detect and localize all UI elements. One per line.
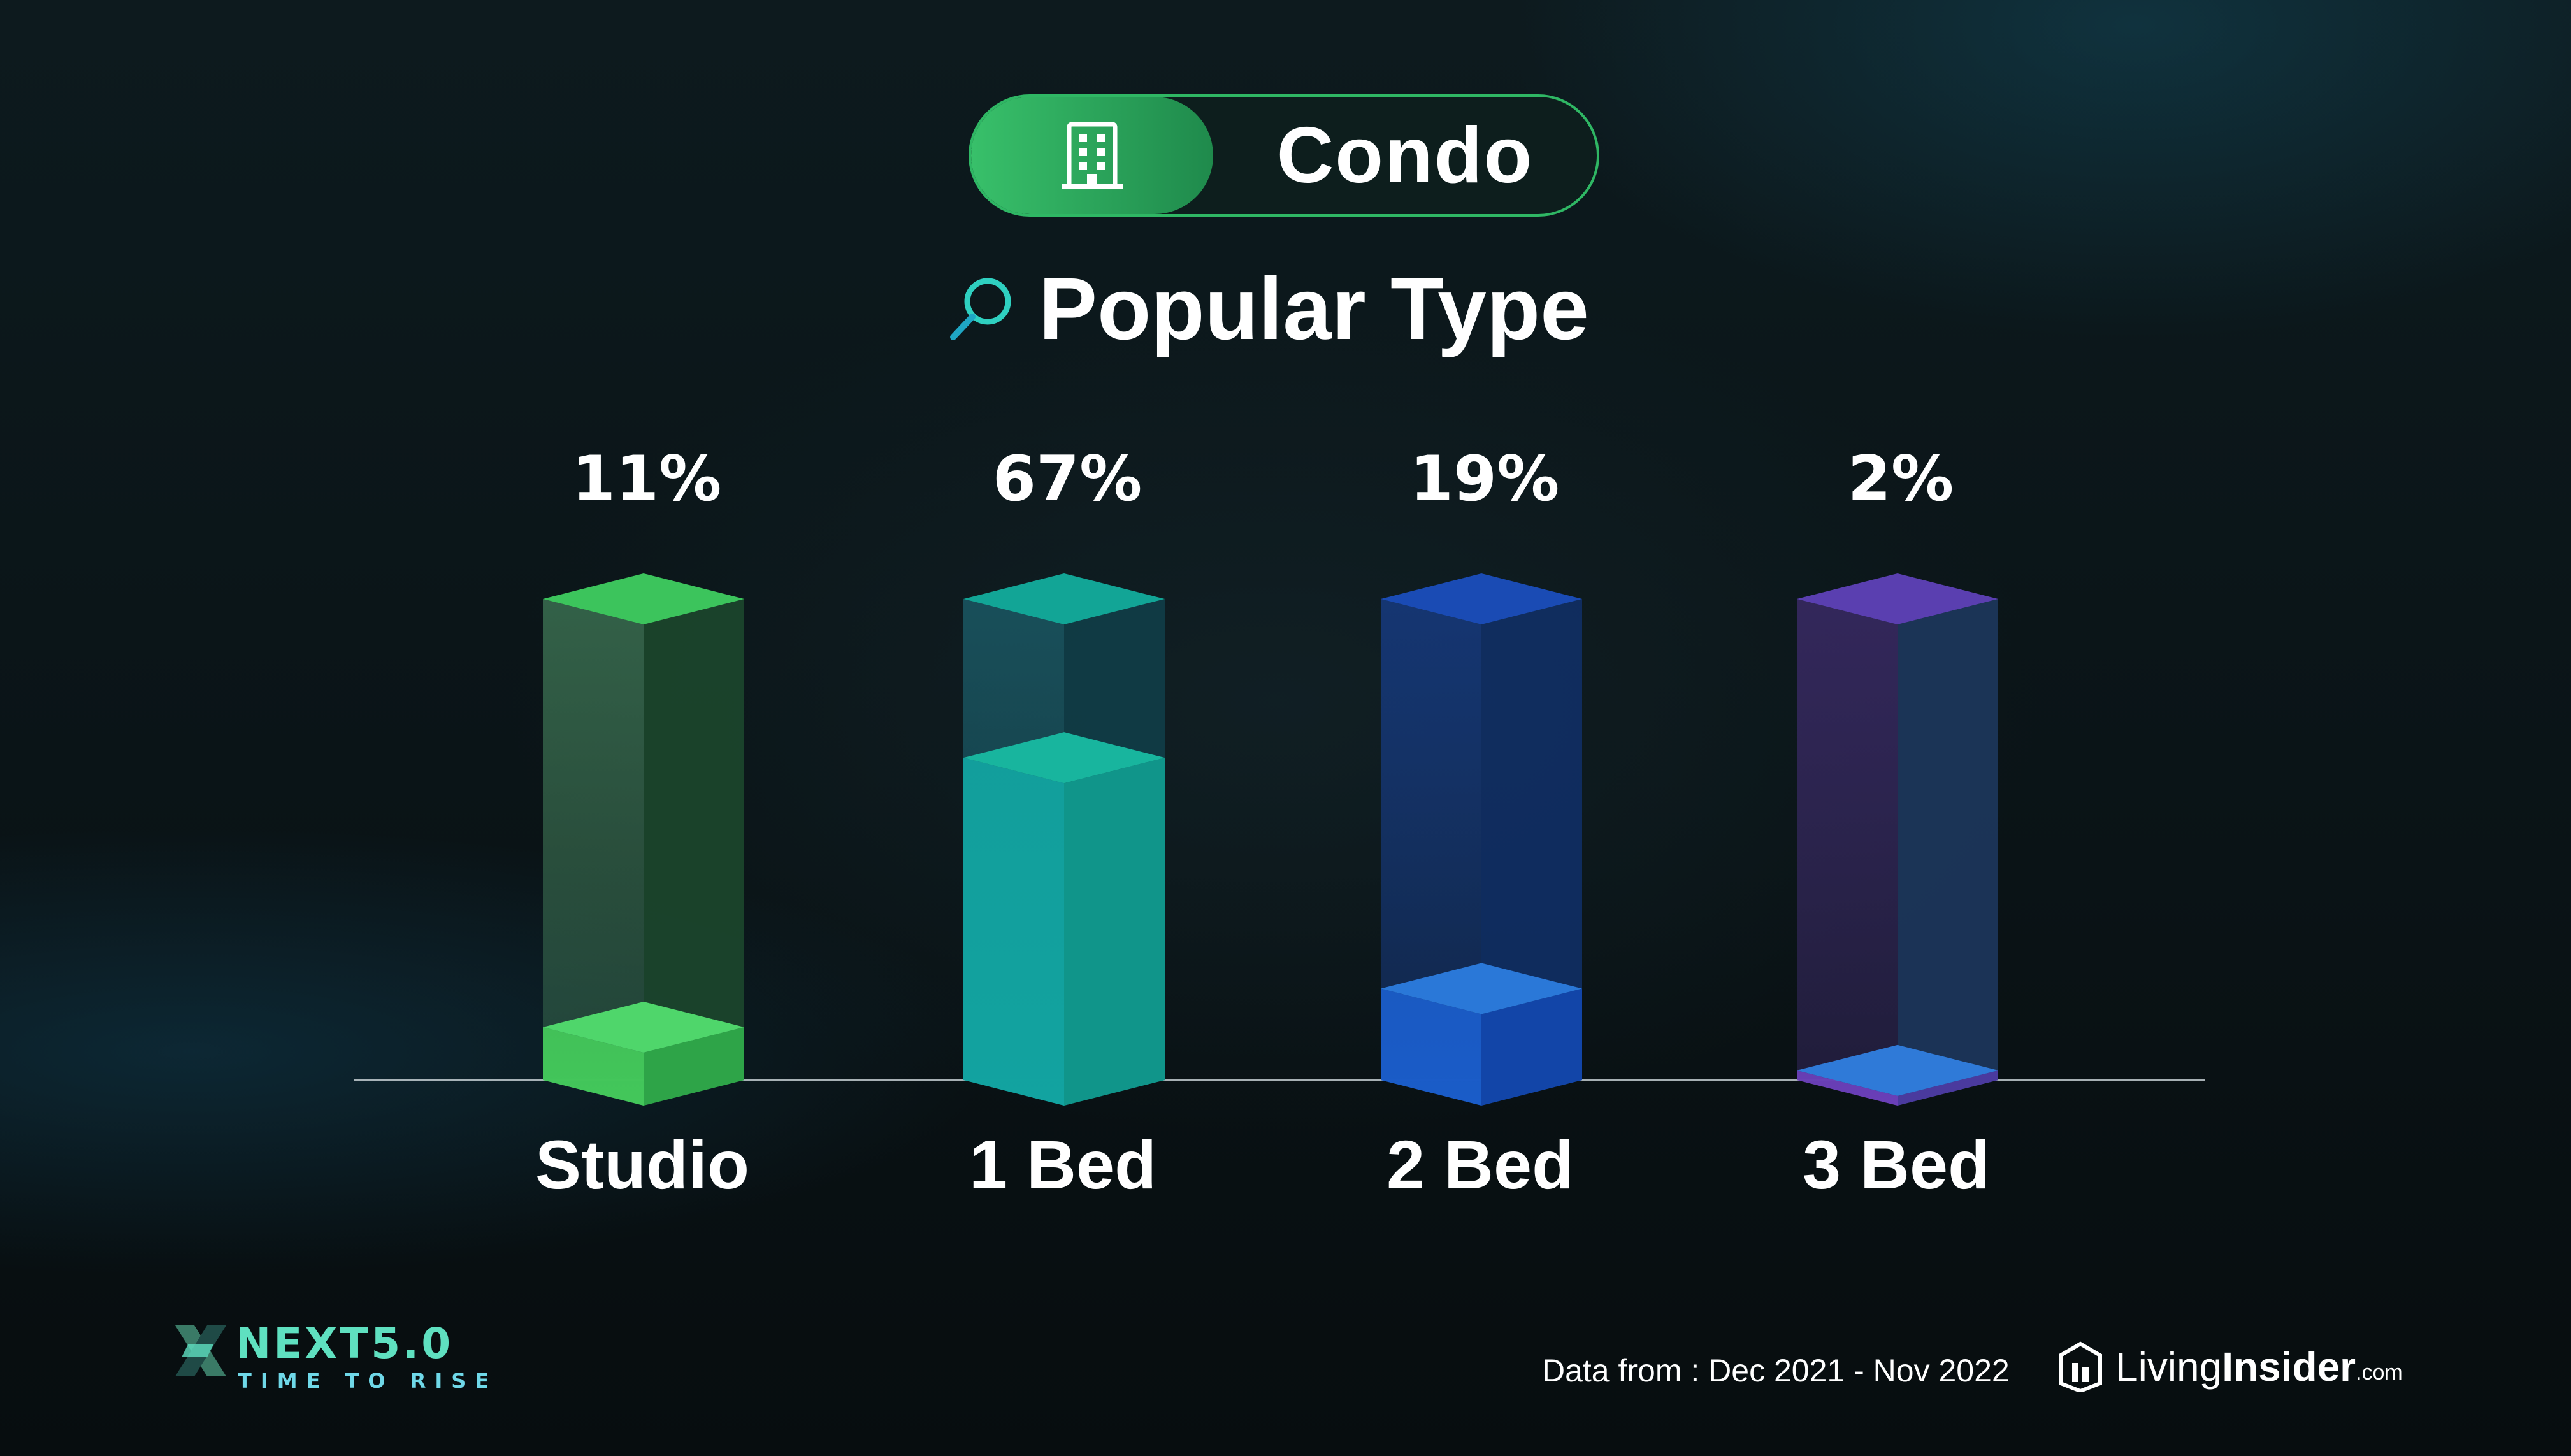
brand-tagline: TIME TO RISE bbox=[238, 1369, 498, 1393]
category-label: Studio bbox=[535, 1126, 749, 1203]
bar-glass-top bbox=[963, 573, 1165, 624]
bar-glass-top bbox=[543, 573, 744, 624]
bar-studio bbox=[543, 573, 744, 1106]
logo-dotcom: .com bbox=[2356, 1360, 2403, 1385]
bar-fill-right bbox=[1898, 1070, 1998, 1106]
bar-fill-right bbox=[1064, 758, 1165, 1106]
category-icon-badge bbox=[971, 97, 1213, 214]
bar-value-label: 2% bbox=[1848, 443, 1954, 515]
category-label: 3 Bed bbox=[1803, 1126, 1990, 1203]
category-label: Condo bbox=[1276, 112, 1534, 199]
search-icon bbox=[950, 278, 1011, 340]
next-logo-icon bbox=[175, 1325, 226, 1376]
bar-1-bed bbox=[963, 573, 1165, 1106]
bar-fill-left bbox=[963, 758, 1064, 1106]
bar-glass-left bbox=[1797, 599, 1898, 1106]
category-label: 2 Bed bbox=[1386, 1126, 1574, 1203]
bar-fill-right bbox=[644, 1027, 744, 1106]
bar-value-label: 67% bbox=[993, 443, 1142, 515]
chart-title-row: Popular Type bbox=[943, 252, 1708, 366]
next-brand-logo: NEXT5.0 TIME TO RISE bbox=[169, 1319, 500, 1395]
livinginsider-logo: Living Insider .com bbox=[2058, 1338, 2403, 1395]
bar-fill-left bbox=[1797, 1070, 1898, 1106]
bar-glass-right bbox=[644, 599, 744, 1106]
bar-glass-top bbox=[1797, 573, 1998, 624]
bar-fill-top bbox=[1381, 963, 1582, 1014]
bar-glass-right bbox=[1898, 599, 1998, 1106]
bar-value-label: 19% bbox=[1410, 443, 1560, 515]
bar-glass-top bbox=[1381, 573, 1582, 624]
building-icon bbox=[1062, 122, 1123, 189]
bar-glass-left bbox=[543, 599, 644, 1106]
bar-fill-top bbox=[963, 732, 1165, 784]
bar-fill-top bbox=[543, 1001, 744, 1053]
bar-fill-left bbox=[1381, 988, 1481, 1106]
bar-fill-left bbox=[543, 1027, 644, 1106]
logo-insider: Insider bbox=[2222, 1344, 2356, 1390]
bar-fill-top bbox=[1797, 1044, 1998, 1096]
chart-title: Popular Type bbox=[1039, 259, 1589, 358]
data-source-note: Data from : Dec 2021 - Nov 2022 bbox=[1542, 1353, 2010, 1388]
category-pill: Condo bbox=[969, 94, 1599, 217]
logo-living: Living bbox=[2115, 1344, 2222, 1390]
bar-2-bed bbox=[1381, 573, 1582, 1106]
brand-name: NEXT5.0 bbox=[236, 1319, 454, 1368]
house-icon bbox=[2059, 1341, 2102, 1392]
category-label: 1 Bed bbox=[969, 1126, 1156, 1203]
bar-value-label: 11% bbox=[572, 443, 722, 515]
bar-fill-right bbox=[1481, 988, 1582, 1106]
bar-3-bed bbox=[1797, 573, 1998, 1106]
